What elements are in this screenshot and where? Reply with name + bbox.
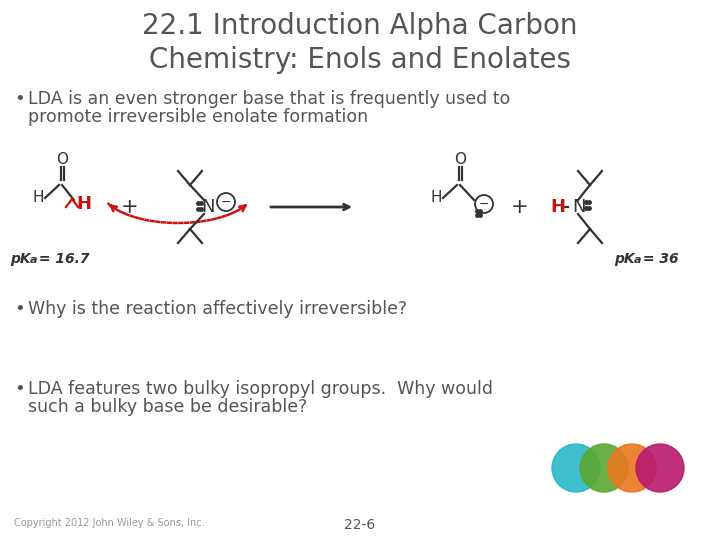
Text: N: N xyxy=(202,198,215,216)
Text: −: − xyxy=(479,198,490,211)
Text: = 16.7: = 16.7 xyxy=(34,252,89,266)
Text: LDA features two bulky isopropyl groups.  Why would: LDA features two bulky isopropyl groups.… xyxy=(28,380,493,398)
Text: H: H xyxy=(550,198,565,216)
Text: = 36: = 36 xyxy=(638,252,679,266)
Text: H: H xyxy=(76,195,91,213)
Text: −: − xyxy=(221,195,231,208)
Text: Why is the reaction affectively irreversible?: Why is the reaction affectively irrevers… xyxy=(28,300,407,318)
Circle shape xyxy=(636,444,684,492)
Text: pK: pK xyxy=(614,252,634,266)
Text: O: O xyxy=(454,152,466,167)
Text: H: H xyxy=(32,191,44,206)
Circle shape xyxy=(608,444,656,492)
Circle shape xyxy=(552,444,600,492)
Text: •: • xyxy=(14,380,24,398)
Text: a: a xyxy=(30,255,37,265)
Text: •: • xyxy=(14,300,24,318)
Text: 22.1 Introduction Alpha Carbon: 22.1 Introduction Alpha Carbon xyxy=(143,12,577,40)
Text: N: N xyxy=(572,198,585,216)
Text: 22-6: 22-6 xyxy=(344,518,376,532)
Text: LDA is an even stronger base that is frequently used to: LDA is an even stronger base that is fre… xyxy=(28,90,510,108)
Text: H: H xyxy=(431,191,442,206)
Text: such a bulky base be desirable?: such a bulky base be desirable? xyxy=(28,398,307,416)
Text: Copyright 2012 John Wiley & Sons, Inc.: Copyright 2012 John Wiley & Sons, Inc. xyxy=(14,518,204,528)
Circle shape xyxy=(580,444,628,492)
Text: •: • xyxy=(14,90,24,108)
Text: promote irreversible enolate formation: promote irreversible enolate formation xyxy=(28,108,368,126)
Text: +: + xyxy=(511,197,528,217)
Text: O: O xyxy=(56,152,68,167)
Text: pK: pK xyxy=(10,252,31,266)
Text: Chemistry: Enols and Enolates: Chemistry: Enols and Enolates xyxy=(149,46,571,74)
Text: a: a xyxy=(634,255,642,265)
Text: +: + xyxy=(121,197,139,217)
